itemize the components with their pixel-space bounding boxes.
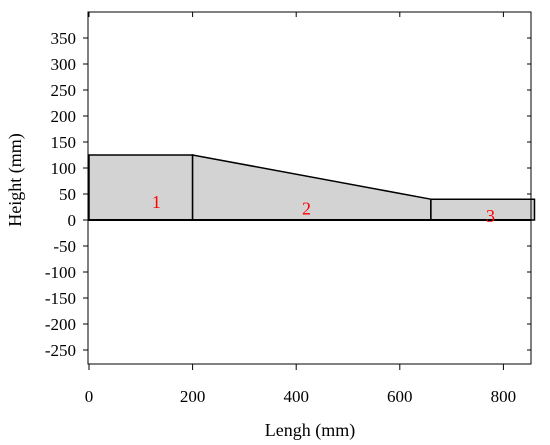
y-tick-label: 150 <box>51 133 77 152</box>
y-tick-label: 350 <box>51 29 77 48</box>
x-tick-label: 600 <box>387 387 413 406</box>
region-2-label: 2 <box>302 199 311 219</box>
x-tick-label: 400 <box>283 387 309 406</box>
plot-frame <box>87 11 532 365</box>
region-3-label: 3 <box>486 206 495 226</box>
y-tick-label: -250 <box>45 341 76 360</box>
y-tick-label: -200 <box>45 315 76 334</box>
y-tick-label: 50 <box>59 185 76 204</box>
x-axis-title: Lengh (mm) <box>265 420 355 441</box>
y-tick-label: 0 <box>68 211 77 230</box>
x-tick-label: 200 <box>180 387 206 406</box>
y-tick-label: -100 <box>45 263 76 282</box>
region-1-shape <box>88 154 194 221</box>
x-tick-label: 0 <box>85 387 94 406</box>
y-tick-label: 100 <box>51 159 77 178</box>
x-tick-label: 800 <box>491 387 517 406</box>
y-tick-label: -50 <box>53 237 76 256</box>
y-axis: 350 300 250 200 150 100 50 0 -50 -100 -150 -200 -250 <box>45 29 531 360</box>
y-axis-title: Height (mm) <box>5 133 26 226</box>
region-3-shape <box>430 198 536 221</box>
region-2-shape <box>191 154 432 221</box>
region-1-label: 1 <box>152 192 161 212</box>
y-tick-label: 200 <box>51 107 77 126</box>
x-axis: 0 200 400 600 800 <box>85 12 516 406</box>
region-labels: 1 2 3 <box>152 192 495 226</box>
y-tick-label: 300 <box>51 55 77 74</box>
y-tick-label: 250 <box>51 81 77 100</box>
regions-layer <box>88 154 536 221</box>
y-tick-label: -150 <box>45 289 76 308</box>
